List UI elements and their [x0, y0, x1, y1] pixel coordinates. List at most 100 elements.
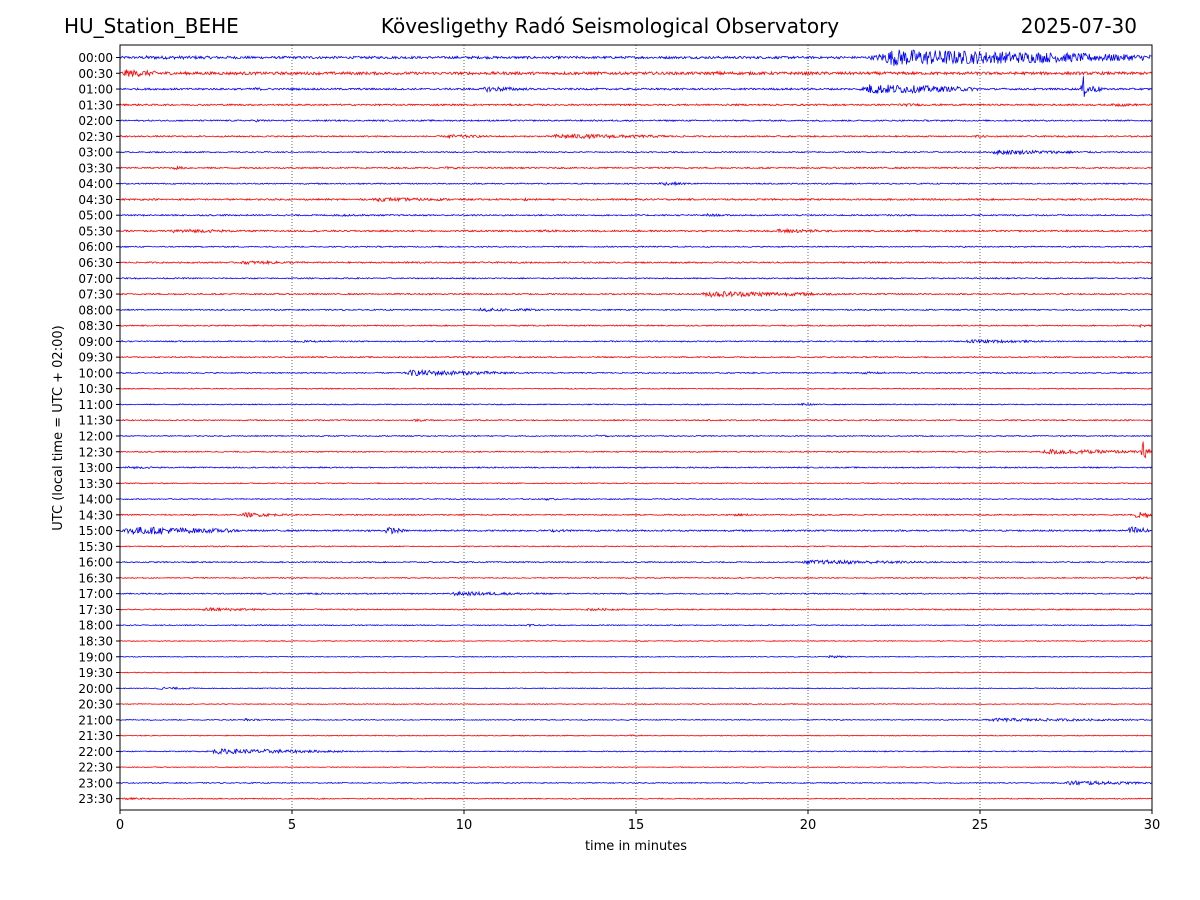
y-tick-label: 06:00	[78, 240, 113, 254]
trace-0930	[120, 355, 1152, 359]
trace-0500	[120, 212, 1152, 218]
x-tick-label: 10	[456, 818, 473, 833]
trace-1700	[120, 590, 1152, 597]
y-tick-label: 01:00	[78, 83, 113, 97]
y-tick-label: 19:30	[78, 666, 113, 680]
trace-1000	[120, 369, 1152, 377]
y-tick-label: 21:00	[78, 713, 113, 727]
chart-title: Kövesligethy Radó Seismological Observat…	[380, 14, 840, 38]
x-tick-label: 20	[800, 818, 817, 833]
trace-0900	[120, 338, 1152, 344]
trace-0230	[120, 133, 1152, 140]
trace-1800	[120, 623, 1152, 628]
chart-date: 2025-07-30	[1020, 14, 1137, 38]
trace-0530	[120, 227, 1152, 234]
trace-1830	[120, 640, 1152, 642]
y-tick-label: 23:00	[78, 776, 113, 790]
trace-0030	[120, 68, 1152, 78]
y-tick-label: 00:00	[78, 51, 113, 65]
y-tick-label: 11:00	[78, 398, 113, 412]
trace-1300	[120, 465, 1152, 470]
y-tick-label: 07:30	[78, 288, 113, 302]
trace-2300	[120, 779, 1152, 787]
station-name: HU_Station_BEHE	[64, 14, 239, 38]
grid-layer	[291, 45, 981, 810]
trace-1200	[120, 434, 1152, 438]
y-tick-label: 18:00	[78, 619, 113, 633]
x-axis-label: time in minutes	[585, 839, 687, 854]
y-tick-label: 20:30	[78, 698, 113, 712]
y-tick-label: 19:00	[78, 650, 113, 664]
trace-2200	[120, 748, 1152, 755]
y-tick-label: 13:00	[78, 461, 113, 475]
trace-1030	[120, 387, 1152, 390]
y-tick-label: 22:00	[78, 745, 113, 759]
x-tick-label: 25	[972, 818, 989, 833]
trace-0330	[120, 165, 1152, 171]
trace-1230	[120, 441, 1152, 459]
trace-1500	[120, 526, 1152, 536]
x-tick-label: 5	[288, 818, 296, 833]
trace-0400	[120, 181, 1152, 187]
trace-2100	[120, 717, 1152, 723]
y-tick-label: 11:30	[78, 414, 113, 428]
y-tick-label: 05:00	[78, 209, 113, 223]
trace-2000	[120, 686, 1152, 691]
trace-0800	[120, 307, 1152, 313]
y-tick-label: 22:30	[78, 761, 113, 775]
y-tick-label: 20:00	[78, 682, 113, 696]
trace-0000	[120, 49, 1152, 66]
y-tick-label: 03:30	[78, 161, 113, 175]
y-tick-label: 08:30	[78, 319, 113, 333]
y-tick-label: 02:30	[78, 130, 113, 144]
trace-1400	[120, 497, 1152, 502]
trace-1730	[120, 607, 1152, 612]
y-tick-label: 12:00	[78, 429, 113, 443]
trace-0700	[120, 276, 1152, 280]
y-tick-label: 01:30	[78, 98, 113, 112]
trace-1100	[120, 402, 1152, 407]
y-tick-label: 04:00	[78, 177, 113, 191]
y-axis-label: UTC (local time = UTC + 02:00)	[51, 325, 66, 530]
y-tick-label: 08:00	[78, 303, 113, 317]
trace-1430	[120, 511, 1152, 519]
y-tick-label: 05:30	[78, 224, 113, 238]
x-tick-label: 30	[1144, 818, 1161, 833]
trace-1600	[120, 558, 1152, 566]
x-tick-label: 15	[628, 818, 645, 833]
y-tick-label: 02:00	[78, 114, 113, 128]
trace-1930	[120, 671, 1152, 674]
trace-1530	[120, 545, 1152, 548]
y-tick-label: 17:30	[78, 603, 113, 617]
y-tick-label: 04:30	[78, 193, 113, 207]
y-tick-label: 16:30	[78, 571, 113, 585]
trace-1900	[120, 654, 1152, 659]
trace-0600	[120, 245, 1152, 249]
trace-0430	[120, 196, 1152, 203]
trace-2130	[120, 734, 1152, 737]
y-tick-label: 00:30	[78, 67, 113, 81]
x-tick-label: 0	[116, 818, 124, 833]
trace-0730	[120, 290, 1152, 299]
y-tick-label: 12:30	[78, 445, 113, 459]
y-tick-label: 15:00	[78, 524, 113, 538]
trace-layer	[120, 49, 1152, 801]
trace-0100	[120, 76, 1152, 97]
y-tick-label: 16:00	[78, 556, 113, 570]
y-tick-label: 23:30	[78, 792, 113, 806]
y-tick-label: 10:00	[78, 366, 113, 380]
trace-1330	[120, 482, 1152, 485]
y-tick-label: 14:30	[78, 508, 113, 522]
y-tick-label: 13:30	[78, 477, 113, 491]
y-tick-label: 09:30	[78, 351, 113, 365]
trace-1130	[120, 418, 1152, 423]
trace-0130	[120, 102, 1152, 108]
y-tick-label: 03:00	[78, 146, 113, 160]
y-tick-label: 06:30	[78, 256, 113, 270]
y-tick-label: 14:00	[78, 493, 113, 507]
trace-2230	[120, 766, 1152, 769]
trace-2330	[120, 796, 1152, 801]
y-tick-label: 15:30	[78, 540, 113, 554]
